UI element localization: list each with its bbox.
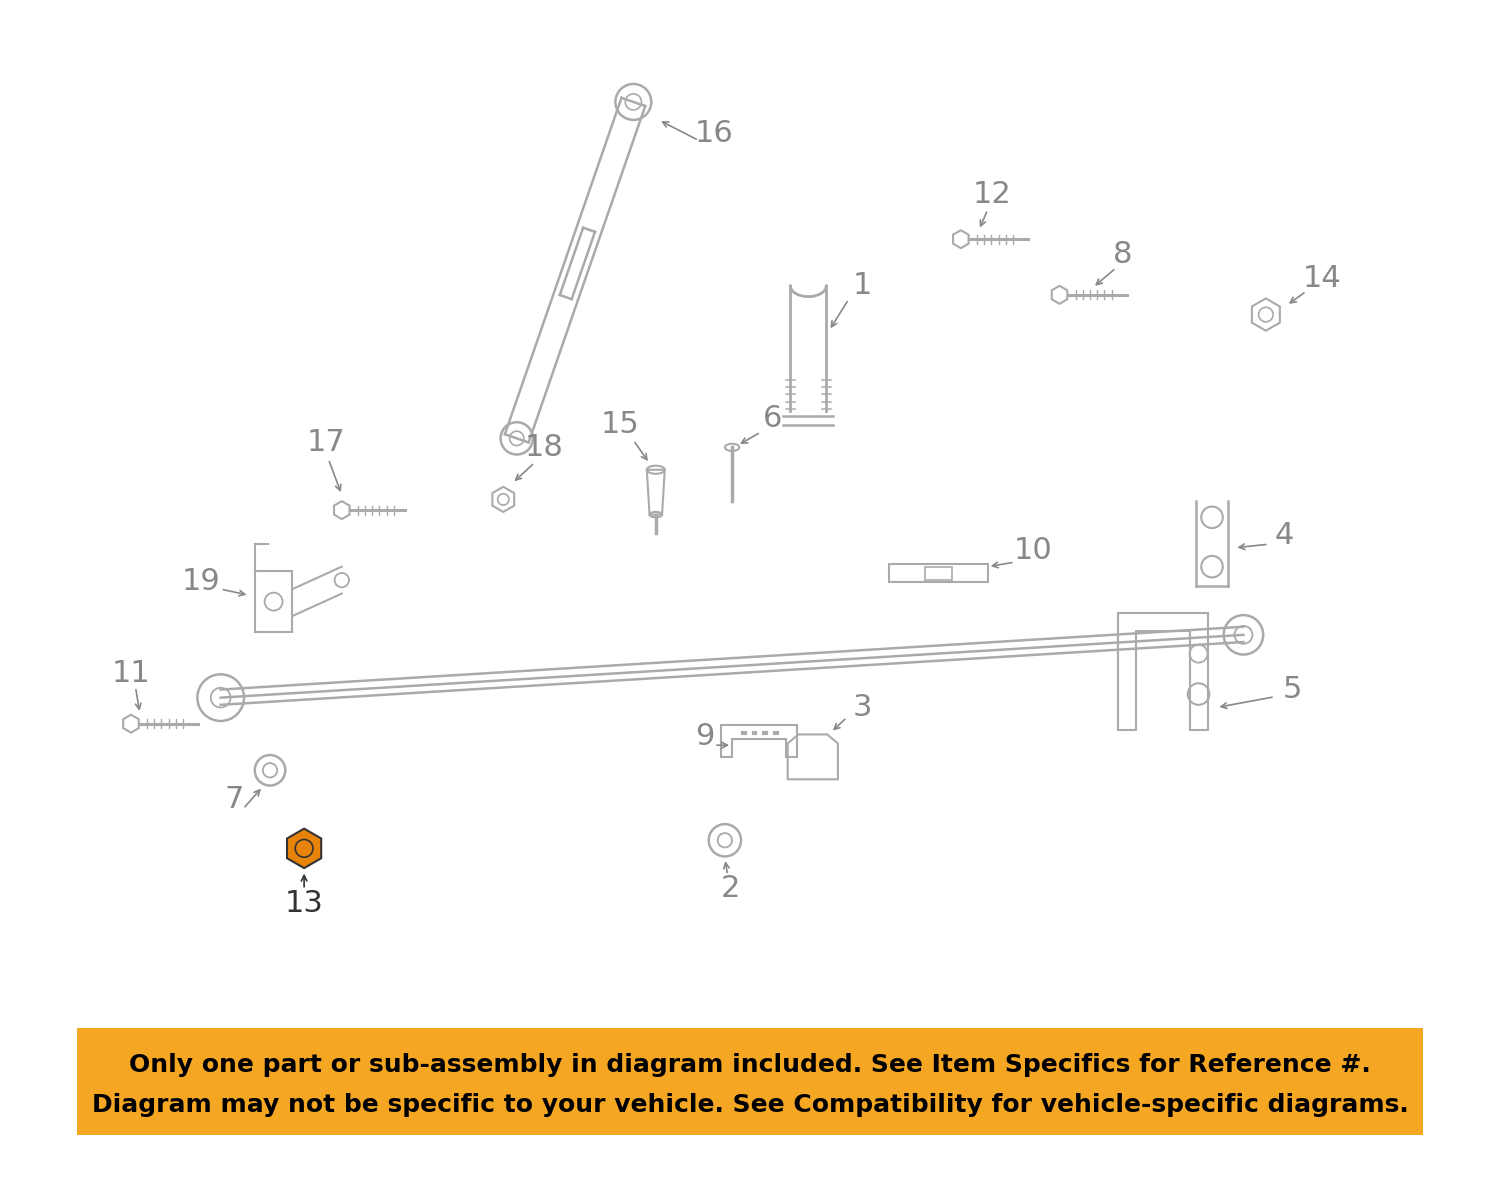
Text: 14: 14 — [1304, 265, 1342, 293]
Text: 16: 16 — [694, 119, 734, 147]
Text: 4: 4 — [1274, 521, 1293, 549]
Text: 13: 13 — [285, 888, 324, 918]
Text: Only one part or sub-assembly in diagram included. See Item Specifics for Refere: Only one part or sub-assembly in diagram… — [129, 1053, 1371, 1077]
Text: 10: 10 — [1013, 536, 1052, 565]
FancyBboxPatch shape — [76, 1028, 1423, 1136]
Text: 1: 1 — [852, 272, 871, 300]
Text: 6: 6 — [762, 405, 782, 433]
Text: 12: 12 — [974, 180, 1011, 208]
Text: 8: 8 — [1113, 239, 1132, 269]
Text: 7: 7 — [225, 785, 245, 814]
Text: 9: 9 — [696, 722, 715, 751]
Polygon shape — [286, 828, 321, 868]
Text: Diagram may not be specific to your vehicle. See Compatibility for vehicle-speci: Diagram may not be specific to your vehi… — [92, 1093, 1408, 1117]
Text: 19: 19 — [182, 567, 220, 596]
Text: 11: 11 — [111, 658, 150, 688]
Text: 17: 17 — [308, 429, 347, 457]
Text: 15: 15 — [600, 411, 639, 439]
Text: 5: 5 — [1282, 675, 1302, 704]
Text: 18: 18 — [524, 433, 562, 462]
Text: 2: 2 — [720, 874, 740, 904]
Text: 3: 3 — [852, 693, 871, 722]
